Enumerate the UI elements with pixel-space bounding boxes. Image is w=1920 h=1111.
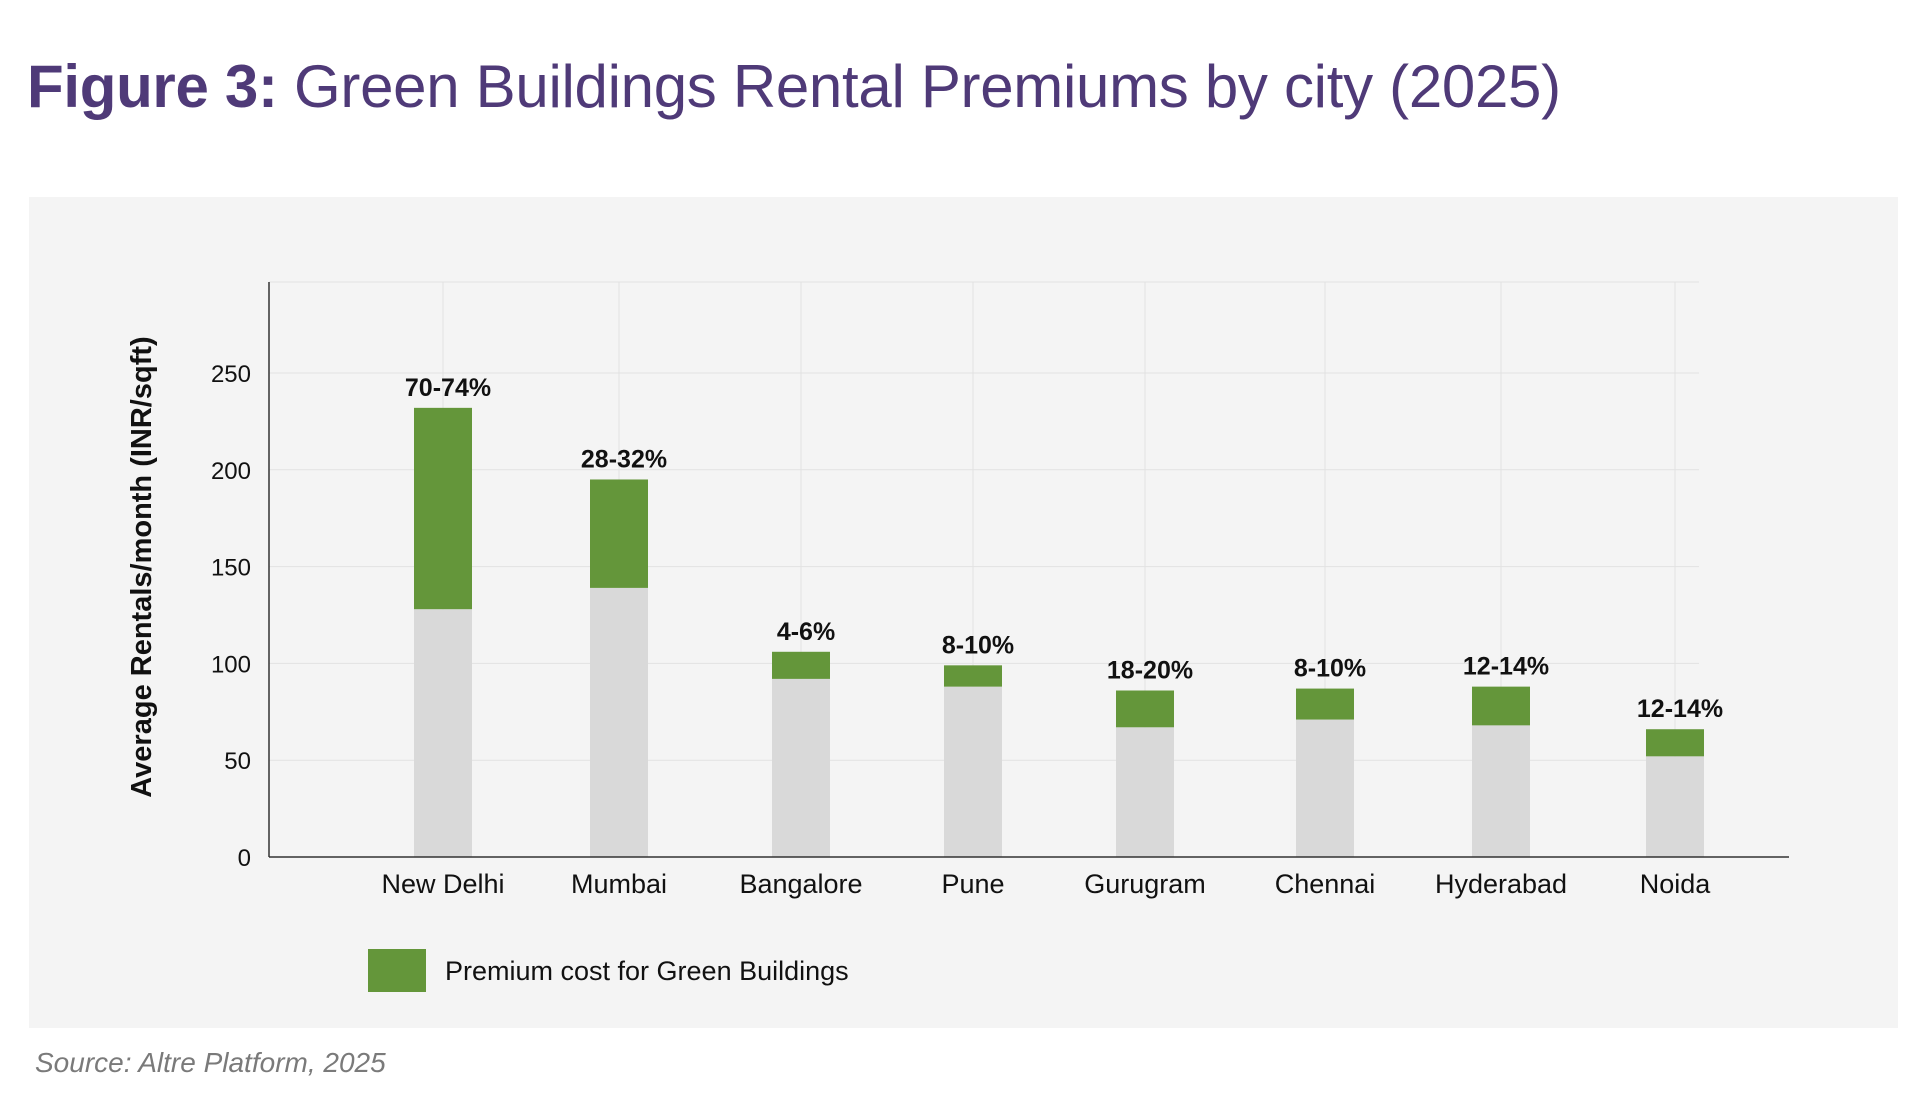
bar-base-1 (590, 587, 648, 857)
data-label-7: 12-14% (1637, 695, 1723, 723)
figure-number: Figure 3: (27, 53, 278, 120)
data-label-1: 28-32% (581, 445, 667, 473)
x-tick-labels: New Delhi Mumbai Bangalore Pune Gurugram Chen… (381, 869, 1711, 899)
x-tick-label-1: Mumbai (571, 869, 667, 899)
y-tick-label-200: 200 (211, 458, 251, 485)
figure-title-text: Green Buildings Rental Premiums by city … (294, 53, 1561, 120)
bar-premium-2 (772, 651, 830, 679)
bar-premium-3 (944, 665, 1002, 687)
legend: Premium cost for Green Buildings (368, 949, 849, 992)
bar-chart: 0 50 100 150 200 250 New Delhi Mumbai Bangalore… (126, 281, 1789, 992)
bar-base-4 (1116, 727, 1174, 857)
chart-panel: 0 50 100 150 200 250 New Delhi Mumbai Bangalore… (29, 197, 1898, 1028)
data-label-4: 18-20% (1107, 657, 1193, 685)
data-label-5: 8-10% (1294, 655, 1366, 683)
legend-swatch-premium (368, 949, 426, 992)
x-tick-label-3: Pune (941, 869, 1004, 899)
data-label-3: 8-10% (942, 631, 1014, 659)
data-label-0: 70-74% (405, 374, 491, 402)
x-tick-label-0: New Delhi (381, 869, 504, 899)
bar-premium-4 (1116, 690, 1174, 728)
y-tick-label-250: 250 (211, 361, 251, 388)
source-note: Source: Altre Platform, 2025 (35, 1047, 386, 1078)
bar-base-6 (1472, 725, 1530, 857)
y-tick-label-50: 50 (224, 748, 251, 775)
bar-base-0 (414, 609, 472, 857)
data-label-2: 4-6% (777, 618, 835, 646)
y-tick-label-0: 0 (238, 845, 251, 872)
axes (268, 282, 1789, 858)
x-tick-label-4: Gurugram (1084, 869, 1206, 899)
bar-base-5 (1296, 719, 1354, 857)
data-label-6: 12-14% (1463, 653, 1549, 681)
x-tick-label-7: Noida (1640, 869, 1712, 899)
bar-premium-1 (590, 479, 648, 588)
bar-premium-7 (1646, 729, 1704, 757)
legend-label-premium: Premium cost for Green Buildings (445, 956, 849, 986)
bars (414, 407, 1704, 857)
bar-premium-0 (414, 407, 472, 610)
bar-base-3 (944, 686, 1002, 857)
bar-base-7 (1646, 756, 1704, 857)
y-tick-label-100: 100 (211, 651, 251, 678)
x-tick-label-6: Hyderabad (1435, 869, 1567, 899)
data-labels: 70-74% 28-32% 4-6% 8-10% 18-20% 8-10% 12-14% 12… (405, 374, 1723, 723)
y-tick-label-150: 150 (211, 555, 251, 582)
y-tick-labels: 0 50 100 150 200 250 (211, 361, 251, 872)
bar-premium-6 (1472, 686, 1530, 726)
figure-title: Figure 3: Green Buildings Rental Premium… (27, 52, 1561, 121)
x-tick-label-2: Bangalore (739, 869, 862, 899)
y-axis-label: Average Rentals/month (INR/sqft) (126, 336, 158, 797)
bar-premium-5 (1296, 688, 1354, 720)
bar-base-2 (772, 678, 830, 857)
x-tick-label-5: Chennai (1275, 869, 1376, 899)
